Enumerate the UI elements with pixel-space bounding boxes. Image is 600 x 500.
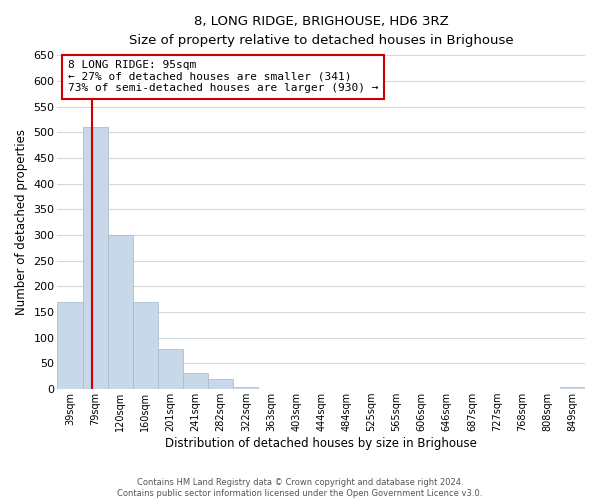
- Text: Contains HM Land Registry data © Crown copyright and database right 2024.
Contai: Contains HM Land Registry data © Crown c…: [118, 478, 482, 498]
- Bar: [233, 386, 259, 389]
- Y-axis label: Number of detached properties: Number of detached properties: [15, 129, 28, 315]
- Bar: [108, 235, 133, 389]
- Bar: [83, 127, 108, 389]
- Bar: [133, 302, 158, 389]
- Bar: [183, 372, 208, 389]
- Bar: [259, 388, 284, 389]
- Bar: [208, 379, 233, 389]
- Bar: [560, 386, 585, 389]
- Text: 8 LONG RIDGE: 95sqm
← 27% of detached houses are smaller (341)
73% of semi-detac: 8 LONG RIDGE: 95sqm ← 27% of detached ho…: [68, 60, 379, 94]
- X-axis label: Distribution of detached houses by size in Brighouse: Distribution of detached houses by size …: [165, 437, 477, 450]
- Title: 8, LONG RIDGE, BRIGHOUSE, HD6 3RZ
Size of property relative to detached houses i: 8, LONG RIDGE, BRIGHOUSE, HD6 3RZ Size o…: [129, 15, 514, 47]
- Bar: [158, 349, 183, 389]
- Bar: [58, 302, 83, 389]
